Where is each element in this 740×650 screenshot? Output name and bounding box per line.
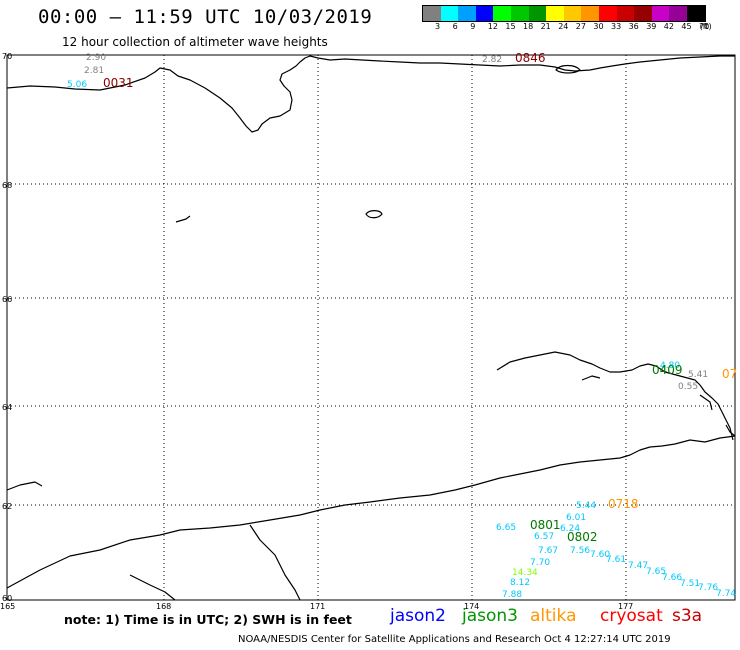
legend-label: 12 [487, 22, 498, 31]
legend-label: 9 [470, 22, 476, 31]
time-label: 0801 [530, 518, 561, 532]
legend-swatch [669, 6, 687, 21]
legend-swatch [563, 6, 582, 21]
legend-label: 21 [540, 22, 551, 31]
legend-label: (ft) [699, 22, 712, 31]
legend-label: 45 [681, 22, 692, 31]
legend-label: 42 [663, 22, 674, 31]
legend-label: 3 [435, 22, 441, 31]
satellite-cryosat: cryosat [600, 606, 663, 626]
legend-label: 15 [505, 22, 516, 31]
wave-height-label: 2.90 [86, 53, 106, 63]
wave-height-label: 7.61 [606, 555, 626, 565]
wave-height-label: 6.24 [560, 524, 580, 534]
coastline [6, 55, 736, 601]
wave-height-label: 0.55 [678, 382, 698, 392]
legend-label: 24 [558, 22, 569, 31]
legend-label: 18 [523, 22, 534, 31]
wave-height-label: 7.67 [538, 546, 558, 556]
legend-swatch [546, 6, 564, 21]
page-title: 00:00 – 11:59 UTC 10/03/2019 [38, 6, 373, 28]
wave-height-color-legend [422, 5, 706, 22]
wave-height-label: 7.76 [698, 583, 718, 593]
longitude-labels: 165 168 171 174 177 [0, 602, 633, 611]
legend-swatch [598, 6, 617, 21]
time-label: 0846 [515, 51, 546, 65]
wave-height-label: 7.88 [502, 590, 522, 600]
lon-label: 168 [156, 602, 171, 611]
legend-label: 27 [575, 22, 586, 31]
wave-height-label: 7.65 [646, 567, 666, 577]
time-label: 0031 [103, 76, 134, 90]
legend-swatch [581, 6, 599, 21]
lat-label: 60 [2, 594, 12, 603]
wave-height-label: 7.47 [628, 561, 648, 571]
wave-height-label: 6.01 [566, 513, 586, 523]
wave-height-label: 5.44 [576, 501, 596, 511]
wave-height-label: 7.60 [590, 550, 610, 560]
legend-swatch [423, 6, 441, 21]
wave-height-label: 5.41 [688, 370, 708, 380]
lon-label: 171 [310, 602, 325, 611]
latitude-labels: 70 68 66 64 62 60 [2, 52, 12, 603]
wave-height-label: 7.70 [530, 558, 550, 568]
footer-note: note: 1) Time is in UTC; 2) SWH is in fe… [64, 612, 352, 627]
time-label: 0718 [608, 497, 639, 511]
wave-height-label: 8.12 [510, 578, 530, 588]
wave-height-label: 6.57 [534, 532, 554, 542]
lat-label: 68 [2, 181, 12, 190]
wave-height-label: 7.74 [716, 589, 736, 599]
wave-height-label: 2.81 [84, 66, 104, 76]
wave-height-label: 7.51 [680, 579, 700, 589]
page-subtitle: 12 hour collection of altimeter wave hei… [62, 35, 328, 49]
time-label: 0802 [567, 530, 598, 544]
legend-label: 33 [611, 22, 622, 31]
legend-swatch [440, 6, 459, 21]
satellite-s3a: s3a [672, 606, 703, 626]
time-label: 0409 [652, 363, 683, 377]
satellite-altika: altika [530, 606, 577, 626]
wave-height-label: 2.82 [482, 55, 502, 65]
wave-height-label: 4.80 [660, 361, 680, 371]
lat-label: 70 [2, 52, 12, 61]
graticule [7, 55, 735, 600]
lat-label: 64 [2, 403, 12, 412]
legend-swatch [493, 6, 511, 21]
lon-label: 165 [0, 602, 15, 611]
lon-label: 177 [618, 602, 633, 611]
legend-label: 70 [699, 22, 710, 31]
legend-swatch [686, 6, 705, 21]
satellite-jason2: jason2 [390, 606, 446, 626]
legend-swatch [510, 6, 529, 21]
wave-height-label: 5.06 [67, 80, 87, 90]
time-label: 07 [722, 367, 737, 381]
wave-height-label: 14.34 [512, 568, 538, 578]
legend-swatch [528, 6, 547, 21]
legend-label: 30 [593, 22, 604, 31]
legend-label: 6 [452, 22, 458, 31]
legend-swatch [634, 6, 652, 21]
wave-height-label: 6.65 [496, 523, 516, 533]
legend-swatch [475, 6, 494, 21]
wave-height-label: 7.66 [662, 573, 682, 583]
satellite-jason3: jason3 [462, 606, 518, 626]
map-frame [6, 54, 736, 601]
lat-label: 62 [2, 502, 12, 511]
legend-swatch [458, 6, 476, 21]
wave-height-label: 7.56 [570, 546, 590, 556]
legend-label: 36 [628, 22, 639, 31]
footer-credit: NOAA/NESDIS Center for Satellite Applica… [238, 634, 671, 645]
legend-swatch [651, 6, 670, 21]
legend-label: 39 [646, 22, 657, 31]
legend-swatch [616, 6, 635, 21]
lon-label: 174 [464, 602, 479, 611]
lat-label: 66 [2, 295, 12, 304]
